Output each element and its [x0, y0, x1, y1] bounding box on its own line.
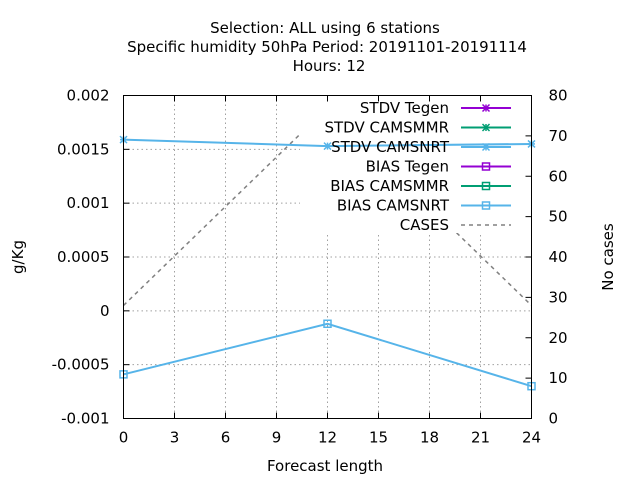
legend-box — [300, 97, 530, 233]
x-tick-label: 6 — [221, 429, 231, 447]
x-tick-label: 21 — [471, 429, 490, 447]
y-tick-label: 0 — [100, 302, 110, 320]
y-tick-label: 0.002 — [67, 87, 110, 105]
x-tick-label: 12 — [318, 429, 337, 447]
data-point-square — [323, 319, 332, 329]
y-tick-label: 0.0005 — [57, 248, 110, 266]
chart-title: Selection: ALL using 6 stations Specific… — [127, 19, 527, 75]
title-line-3: Hours: 12 — [293, 57, 366, 75]
data-point-square — [481, 181, 491, 191]
x-tick-label: 0 — [119, 429, 129, 447]
legend-label: CASES — [400, 216, 449, 234]
y2-tick-label: 10 — [549, 369, 568, 387]
data-point-star — [481, 123, 491, 132]
y-tick-label: 0.0015 — [57, 140, 110, 158]
y2-tick-label: 60 — [549, 167, 568, 185]
data-point-star — [481, 142, 491, 152]
y2-tick-label: 70 — [549, 127, 568, 145]
y-tick-label: -0.001 — [61, 410, 109, 428]
y2-tick-label: 50 — [549, 208, 568, 226]
x-tick-label: 3 — [170, 429, 180, 447]
series-line — [123, 322, 532, 388]
x-axis-label: Forecast length — [267, 457, 383, 475]
legend-label: BIAS Tegen — [366, 158, 449, 176]
legend-background — [300, 97, 530, 233]
y2-tick-label: 40 — [549, 248, 568, 266]
y2-axis-label: No cases — [599, 223, 617, 291]
series-line — [122, 106, 533, 306]
y2-tick-label: 0 — [549, 410, 559, 428]
axis-ticks: 0 3 6 9 12 15 18 21 24 -0.001 -0.0005 0 0.0005 0.001 0… — [52, 87, 568, 447]
legend-label: STDV CAMSNRT — [331, 138, 450, 156]
y2-tick-label: 20 — [549, 329, 568, 347]
legend-label: STDV CAMSMMR — [324, 119, 449, 137]
y-axis-label: g/Kg — [9, 240, 27, 274]
data-point-star — [323, 142, 332, 151]
y2-tick-label: 80 — [549, 87, 568, 105]
cases-series — [122, 106, 533, 306]
legend-label: BIAS CAMSNRT — [337, 197, 450, 215]
y-tick-label: 0.001 — [67, 194, 110, 212]
title-line-2: Specific humidity 50hPa Period: 20191101… — [127, 38, 527, 56]
data-point-square — [481, 201, 491, 210]
y-tick-label: -0.0005 — [52, 356, 110, 374]
y2-tick-label: 30 — [549, 288, 568, 306]
data-point-star — [481, 103, 491, 113]
legend-label: STDV Tegen — [360, 99, 449, 117]
x-tick-label: 18 — [420, 429, 439, 447]
title-line-1: Selection: ALL using 6 stations — [210, 19, 440, 37]
x-tick-label: 24 — [522, 429, 541, 447]
data-point-square — [481, 162, 491, 171]
x-tick-label: 15 — [369, 429, 388, 447]
x-tick-label: 9 — [272, 429, 282, 447]
legend-label: BIAS CAMSMMR — [330, 177, 449, 195]
